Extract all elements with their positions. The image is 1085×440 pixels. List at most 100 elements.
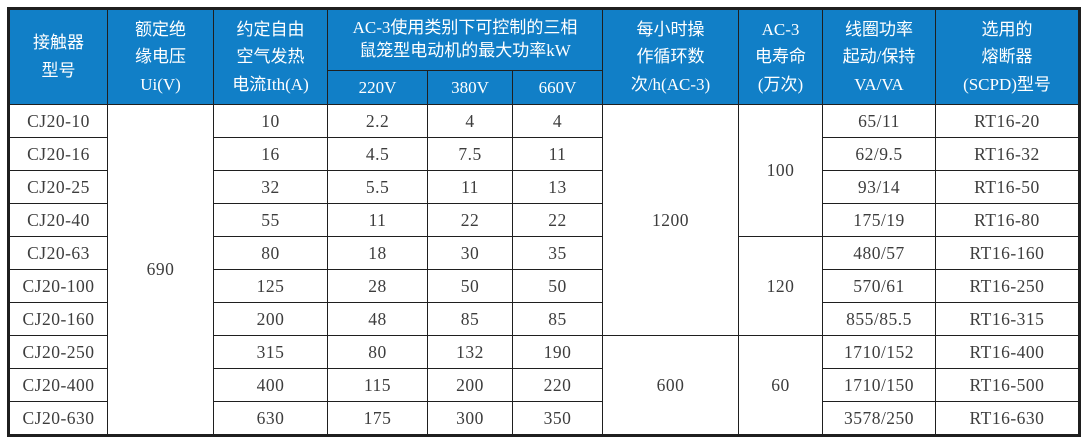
header-thermal-current: 约定自由 空气发热 电流Ith(A) bbox=[213, 8, 328, 105]
cell-model: CJ20-40 bbox=[8, 203, 108, 237]
cell-model: CJ20-16 bbox=[8, 137, 108, 171]
cell-model: CJ20-160 bbox=[8, 302, 108, 336]
cell-thermal-current: 32 bbox=[213, 170, 328, 204]
cell-cycles-per-hour: 1200 bbox=[602, 104, 739, 336]
cell-thermal-current: 400 bbox=[213, 368, 328, 402]
cell-power-660v: 4 bbox=[512, 104, 603, 138]
header-fuse-model: 选用的 熔断器 (SCPD)型号 bbox=[935, 8, 1080, 105]
cell-model: CJ20-63 bbox=[8, 236, 108, 270]
cell-thermal-current: 200 bbox=[213, 302, 328, 336]
cell-power-380v: 7.5 bbox=[427, 137, 513, 171]
cell-power-220v: 48 bbox=[327, 302, 428, 336]
cell-insulation-voltage: 690 bbox=[107, 104, 214, 436]
cell-model: CJ20-630 bbox=[8, 401, 108, 436]
header-model: 接触器 型号 bbox=[8, 8, 108, 105]
table-row: CJ20-250 315 80 132 190 600 60 1710/152 RT16-400 bbox=[8, 335, 1080, 436]
cell-power-220v: 80 bbox=[327, 335, 428, 369]
cell-power-380v: 200 bbox=[427, 368, 513, 402]
cell-thermal-current: 16 bbox=[213, 137, 328, 171]
cell-power-220v: 11 bbox=[327, 203, 428, 237]
cell-power-380v: 50 bbox=[427, 269, 513, 303]
cell-power-220v: 115 bbox=[327, 368, 428, 402]
cell-power-220v: 175 bbox=[327, 401, 428, 436]
cell-electrical-life: 120 bbox=[738, 236, 823, 336]
cell-coil-power: 62/9.5 bbox=[822, 137, 936, 171]
cell-power-660v: 85 bbox=[512, 302, 603, 336]
cell-power-660v: 11 bbox=[512, 137, 603, 171]
cell-electrical-life: 60 bbox=[738, 335, 823, 436]
cell-coil-power: 1710/152 bbox=[822, 335, 936, 369]
cell-model: CJ20-400 bbox=[8, 368, 108, 402]
cell-power-660v: 22 bbox=[512, 203, 603, 237]
cell-fuse-model: RT16-315 bbox=[935, 302, 1080, 336]
header-electrical-life: AC-3 电寿命 (万次) bbox=[738, 8, 823, 105]
cell-model: CJ20-25 bbox=[8, 170, 108, 204]
cell-fuse-model: RT16-160 bbox=[935, 236, 1080, 270]
cell-power-660v: 220 bbox=[512, 368, 603, 402]
cell-power-380v: 4 bbox=[427, 104, 513, 138]
cell-coil-power: 480/57 bbox=[822, 236, 936, 270]
header-220v: 220V bbox=[327, 70, 428, 105]
cell-coil-power: 175/19 bbox=[822, 203, 936, 237]
cell-power-220v: 2.2 bbox=[327, 104, 428, 138]
header-cycles-per-hour: 每小时操 作循环数 次/h(AC-3) bbox=[602, 8, 739, 105]
cell-power-660v: 350 bbox=[512, 401, 603, 436]
cell-fuse-model: RT16-250 bbox=[935, 269, 1080, 303]
cell-coil-power: 570/61 bbox=[822, 269, 936, 303]
cell-cycles-per-hour: 600 bbox=[602, 335, 739, 436]
cell-fuse-model: RT16-50 bbox=[935, 170, 1080, 204]
cell-thermal-current: 80 bbox=[213, 236, 328, 270]
header-660v: 660V bbox=[512, 70, 603, 105]
cell-coil-power: 1710/150 bbox=[822, 368, 936, 402]
cell-power-660v: 190 bbox=[512, 335, 603, 369]
cell-power-220v: 28 bbox=[327, 269, 428, 303]
cell-fuse-model: RT16-32 bbox=[935, 137, 1080, 171]
table-row: CJ20-40 55 11 22 22 175/19 RT16-80 bbox=[8, 203, 1080, 237]
cell-power-380v: 132 bbox=[427, 335, 513, 369]
contactor-spec-table: 接触器 型号 额定绝 缘电压 Ui(V) 约定自由 空气发热 电流Ith(A) … bbox=[7, 7, 1081, 437]
table-header: 接触器 型号 额定绝 缘电压 Ui(V) 约定自由 空气发热 电流Ith(A) … bbox=[8, 8, 1080, 105]
table-row: CJ20-25 32 5.5 11 13 93/14 RT16-50 bbox=[8, 170, 1080, 204]
cell-coil-power: 3578/250 bbox=[822, 401, 936, 436]
cell-power-380v: 11 bbox=[427, 170, 513, 204]
cell-fuse-model: RT16-400 bbox=[935, 335, 1080, 369]
cell-power-380v: 22 bbox=[427, 203, 513, 237]
cell-thermal-current: 630 bbox=[213, 401, 328, 436]
table-row: CJ20-16 16 4.5 7.5 11 62/9.5 RT16-32 bbox=[8, 137, 1080, 171]
table-row: CJ20-630 630 175 300 350 3578/250 RT16-630 bbox=[8, 401, 1080, 436]
cell-thermal-current: 55 bbox=[213, 203, 328, 237]
cell-coil-power: 65/11 bbox=[822, 104, 936, 138]
cell-power-660v: 13 bbox=[512, 170, 603, 204]
cell-thermal-current: 10 bbox=[213, 104, 328, 138]
cell-power-220v: 5.5 bbox=[327, 170, 428, 204]
header-coil-power: 线圈功率 起动/保持 VA/VA bbox=[822, 8, 936, 105]
cell-model: CJ20-250 bbox=[8, 335, 108, 369]
cell-fuse-model: RT16-80 bbox=[935, 203, 1080, 237]
cell-electrical-life: 100 bbox=[738, 104, 823, 237]
cell-thermal-current: 315 bbox=[213, 335, 328, 369]
cell-fuse-model: RT16-500 bbox=[935, 368, 1080, 402]
cell-power-660v: 35 bbox=[512, 236, 603, 270]
header-ac3-max-power: AC-3使用类别下可控制的三相 鼠笼型电动机的最大功率kW bbox=[327, 8, 603, 71]
table-body: CJ20-10 690 10 2.2 4 4 1200 100 65/11 RT16-20 CJ20… bbox=[8, 104, 1080, 436]
header-380v: 380V bbox=[427, 70, 513, 105]
cell-fuse-model: RT16-20 bbox=[935, 104, 1080, 138]
cell-fuse-model: RT16-630 bbox=[935, 401, 1080, 436]
cell-coil-power: 855/85.5 bbox=[822, 302, 936, 336]
cell-power-380v: 85 bbox=[427, 302, 513, 336]
header-insulation-voltage: 额定绝 缘电压 Ui(V) bbox=[107, 8, 214, 105]
table-row: CJ20-400 400 115 200 220 1710/150 RT16-500 bbox=[8, 368, 1080, 402]
cell-power-380v: 300 bbox=[427, 401, 513, 436]
cell-model: CJ20-10 bbox=[8, 104, 108, 138]
cell-power-220v: 4.5 bbox=[327, 137, 428, 171]
cell-model: CJ20-100 bbox=[8, 269, 108, 303]
cell-power-220v: 18 bbox=[327, 236, 428, 270]
cell-power-380v: 30 bbox=[427, 236, 513, 270]
table-row: CJ20-100 125 28 50 50 570/61 RT16-250 bbox=[8, 269, 1080, 303]
cell-coil-power: 93/14 bbox=[822, 170, 936, 204]
table-row: CJ20-63 80 18 30 35 120 480/57 RT16-160 bbox=[8, 236, 1080, 336]
cell-power-660v: 50 bbox=[512, 269, 603, 303]
cell-thermal-current: 125 bbox=[213, 269, 328, 303]
table-row: CJ20-10 690 10 2.2 4 4 1200 100 65/11 RT16-20 bbox=[8, 104, 1080, 436]
